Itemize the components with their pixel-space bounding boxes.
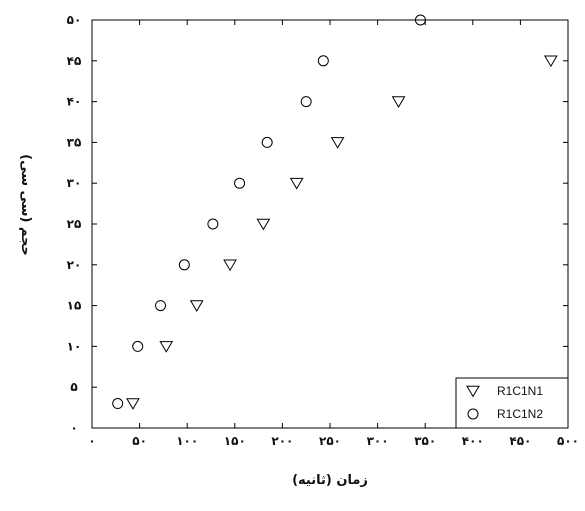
- circle-marker-point: [178, 259, 190, 271]
- y-axis-ticks: ٠ ۵ ١٠ ١۵ ٢٠ ٢۵ ٣٠ ٣۵ ۴٠ ۴۵ ۵٠: [67, 13, 568, 435]
- data-points: [112, 14, 558, 410]
- circle-marker-point: [414, 14, 426, 26]
- y-tick-label: ٣٠: [67, 176, 82, 190]
- x-tick-label: ۵٠: [132, 434, 147, 448]
- x-tick-label: ٢٠٠: [271, 434, 293, 448]
- x-tick-label: ٣٠٠: [367, 434, 389, 448]
- legend-entry-label: R1C1N2: [497, 407, 543, 421]
- circle-marker-point: [317, 55, 329, 67]
- x-tick-label: ۴٠٠: [462, 434, 484, 448]
- triangle-marker-point: [126, 398, 140, 410]
- y-tick-label: ۵: [70, 380, 77, 394]
- triangle-marker-point: [256, 218, 271, 231]
- plot-frame: [91, 19, 569, 429]
- y-tick-label: ٢۵: [67, 217, 82, 231]
- x-tick-label: ٣۵٠: [414, 434, 436, 448]
- triangle-marker-point: [330, 137, 345, 149]
- x-tick-label: ۴۵٠: [509, 434, 531, 448]
- triangle-marker-point: [223, 259, 237, 272]
- y-tick-label: ۴٠: [67, 95, 82, 109]
- y-tick-label: ١٠: [67, 339, 82, 353]
- circle-marker-point: [155, 300, 167, 312]
- circle-marker-point: [300, 96, 312, 108]
- circle-marker-point: [261, 136, 273, 148]
- x-tick-label: ٢۵٠: [319, 434, 341, 448]
- triangle-marker-point: [543, 55, 558, 68]
- x-tick-label: ٠: [88, 434, 95, 448]
- y-tick-label: ٠: [70, 421, 77, 435]
- x-tick-label: ۵٠٠: [557, 434, 579, 448]
- y-tick-label: ۴۵: [67, 54, 82, 68]
- x-axis-ticks: ٠ ۵٠ ١٠٠ ١۵٠ ٢٠٠ ٢۵٠ ٣٠٠ ٣۵٠ ۴٠٠ ۴۵٠ ۵٠٠: [88, 20, 579, 448]
- circle-marker-point: [234, 177, 246, 189]
- y-tick-label: ۵٠: [67, 13, 82, 27]
- x-tick-label: ١۵٠: [224, 434, 246, 448]
- legend-entry-label: R1C1N1: [497, 384, 543, 398]
- x-axis-title: زمان (ثانیه): [292, 473, 368, 488]
- triangle-marker-point: [391, 96, 406, 108]
- circle-marker-point: [132, 340, 144, 352]
- triangle-marker-point: [159, 341, 174, 353]
- y-axis-title: حجم (سی سی): [18, 154, 33, 256]
- circle-marker-point: [112, 398, 124, 410]
- legend-triangle-marker: [466, 385, 480, 398]
- legend-circle-marker: [467, 408, 479, 420]
- legend: R1C1N1 R1C1N2: [455, 377, 569, 429]
- x-tick-label: ١٠٠: [176, 434, 198, 448]
- y-tick-label: ٢٠: [67, 258, 82, 272]
- triangle-marker-point: [189, 300, 204, 312]
- circle-marker-point: [207, 218, 219, 230]
- y-tick-label: ٣۵: [67, 135, 82, 149]
- y-tick-label: ١۵: [67, 299, 82, 313]
- triangle-marker-point: [289, 177, 304, 190]
